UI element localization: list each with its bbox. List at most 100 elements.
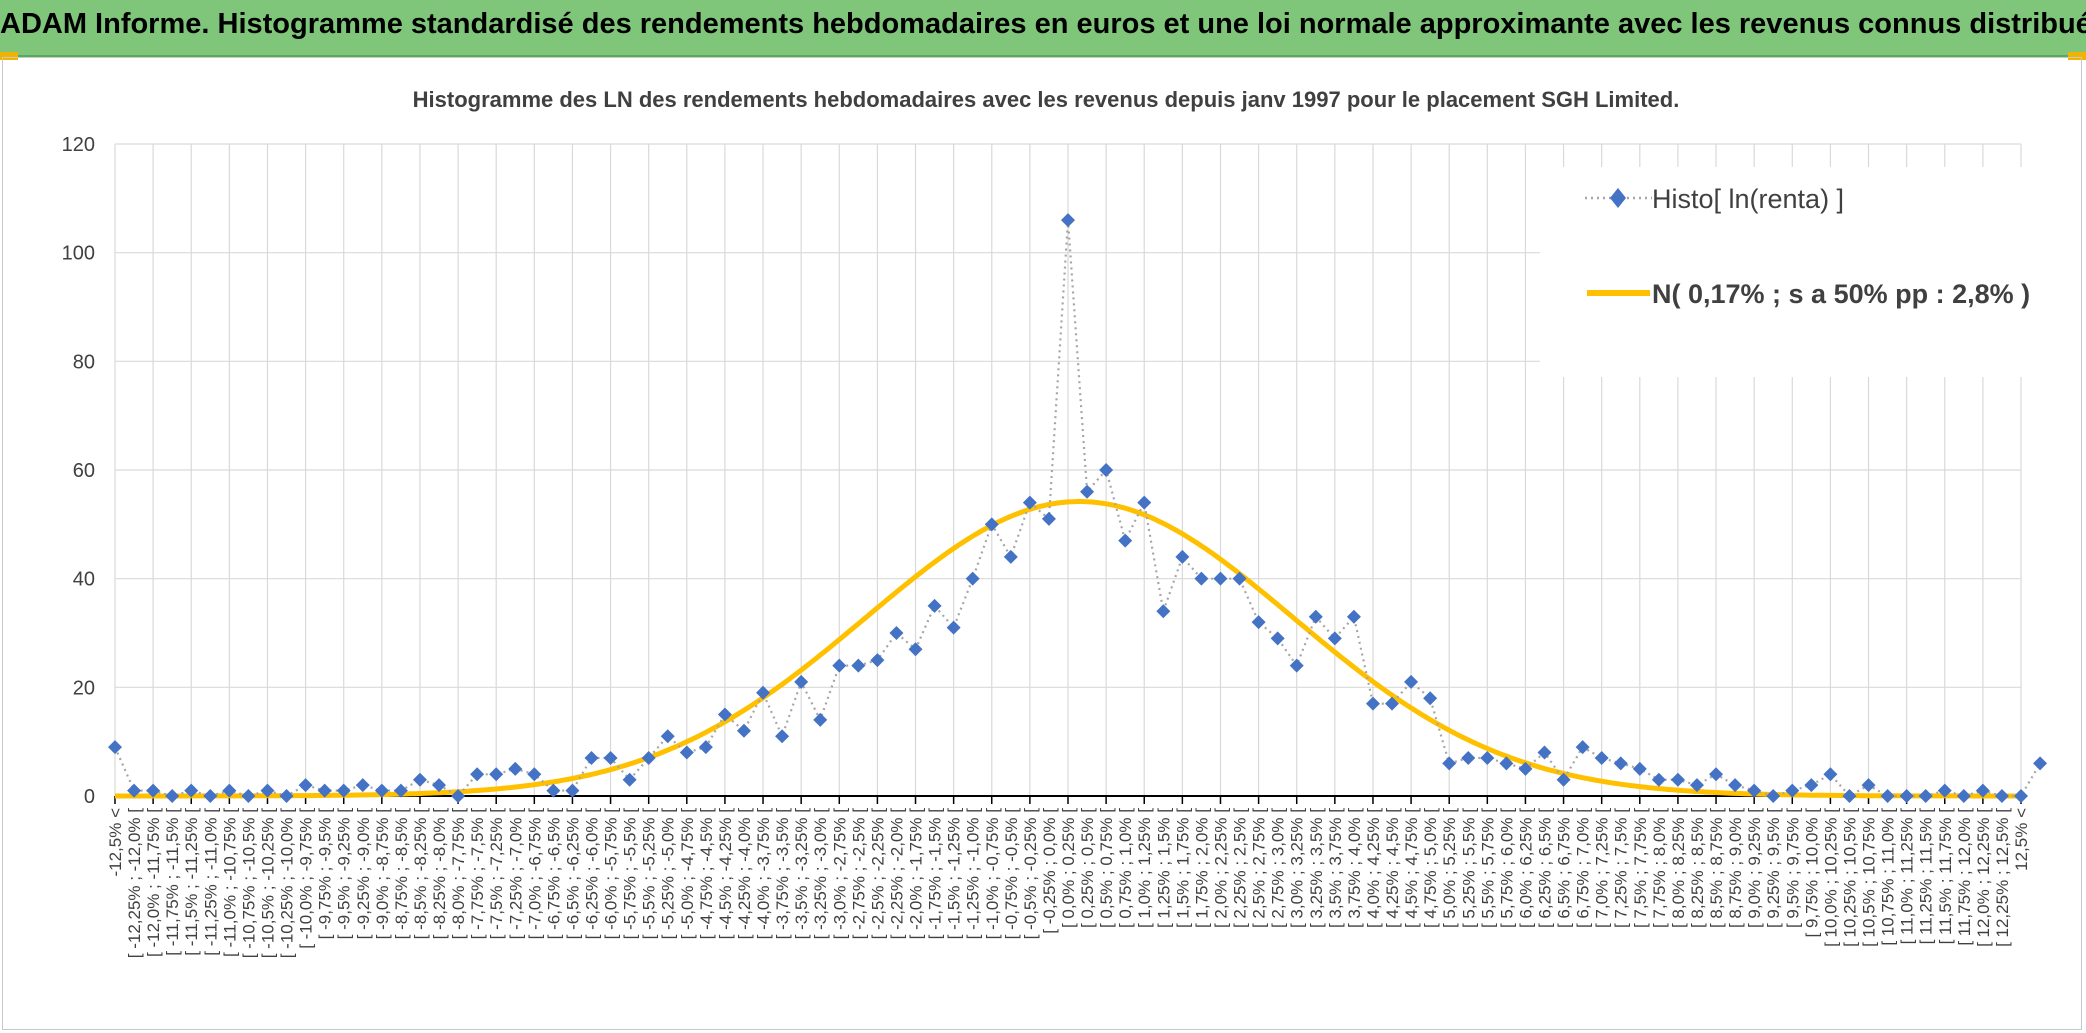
x-tick-label: [ -4,25% ; -4,0% [ — [735, 808, 754, 940]
x-tick-label: [ 7,25% ; 7,5% [ — [1612, 808, 1631, 928]
data-point-marker — [355, 778, 370, 793]
x-tick-label: [ 11,5% ; 11,75% [ — [1936, 808, 1955, 945]
data-point-marker — [1194, 571, 1209, 586]
data-point-marker — [1099, 463, 1114, 477]
data-point-marker — [736, 723, 751, 738]
data-point-marker — [908, 642, 923, 657]
y-tick-label: 60 — [73, 460, 95, 482]
x-tick-label: [ -0,25% ; 0,0% [ — [1040, 808, 1059, 934]
data-point-marker — [165, 789, 180, 803]
data-point-marker — [832, 658, 847, 673]
x-tick-label: [ 9,25% ; 9,5% [ — [1764, 808, 1783, 928]
x-tick-label: [ -10,75% ; -10,5% [ — [239, 808, 258, 959]
x-tick-label: [ -7,25% ; -7,0% [ — [506, 808, 525, 940]
x-tick-label: [ -2,25% ; -2,0% [ — [887, 808, 906, 940]
data-point-marker — [1537, 745, 1552, 760]
data-point-marker — [1956, 789, 1971, 803]
data-point-marker — [775, 729, 790, 744]
data-point-marker — [546, 783, 561, 798]
x-tick-label: [ 3,5% ; 3,75% [ — [1326, 808, 1345, 928]
data-point-marker — [1937, 783, 1952, 798]
x-tick-label: [ 5,75% ; 6,0% [ — [1497, 808, 1516, 928]
data-point-marker — [2014, 789, 2028, 803]
x-tick-label: [ 3,75% ; 4,0% [ — [1345, 808, 1364, 928]
data-point-marker — [1747, 783, 1762, 798]
data-point-marker — [1651, 772, 1666, 787]
data-point-marker — [1346, 609, 1361, 624]
x-tick-label: 12,5% < — [2012, 808, 2031, 871]
x-tick-label: [ 1,75% ; 2,0% [ — [1192, 808, 1211, 928]
data-point-marker — [1327, 631, 1342, 646]
x-tick-label: [ -4,75% ; -4,5% [ — [697, 808, 716, 940]
x-tick-label: [ -3,25% ; -3,0% [ — [811, 808, 830, 940]
x-tick-label: [ -5,75% ; -5,5% [ — [621, 808, 640, 940]
data-point-marker — [984, 517, 999, 532]
x-tick-label: [ 7,5% ; 7,75% [ — [1631, 808, 1650, 928]
chart-area: Histogramme des LN des rendements hebdom… — [62, 87, 2080, 959]
x-tick-label: [ 12,25% ; 12,5% [ — [1993, 808, 2012, 947]
x-tick-label: [ -10,0% ; -9,75% [ — [297, 808, 316, 949]
x-tick-label: [ 1,5% ; 1,75% [ — [1173, 808, 1192, 928]
corner-accent-right — [2068, 52, 2086, 60]
data-point-marker — [1861, 778, 1876, 793]
x-tick-label: [ -2,0% ; -1,75% [ — [907, 808, 926, 940]
legend: Histo[ ln(renta) ] N( 0,17% ; s a 50% pp… — [1540, 167, 2080, 377]
x-tick-label: [ 6,5% ; 6,75% [ — [1555, 808, 1574, 928]
x-tick-label: [ 0,75% ; 1,0% [ — [1116, 808, 1135, 928]
data-point-marker — [1442, 756, 1457, 771]
x-tick-label: [ 2,75% ; 3,0% [ — [1269, 808, 1288, 928]
data-point-marker — [1594, 750, 1609, 765]
x-tick-label: [ 4,25% ; 4,5% [ — [1383, 808, 1402, 928]
data-point-marker — [108, 740, 122, 755]
x-tick-label: [ 5,5% ; 5,75% [ — [1478, 808, 1497, 928]
data-point-marker — [1289, 658, 1304, 673]
data-point-marker — [1899, 789, 1914, 803]
data-point-marker — [393, 783, 408, 798]
data-point-marker — [1061, 213, 1075, 228]
data-point-marker — [2033, 756, 2048, 771]
data-point-marker — [1632, 761, 1647, 776]
x-tick-label: [ -9,0% ; -8,75% [ — [373, 808, 392, 940]
x-tick-label: [ -3,75% ; -3,5% [ — [773, 808, 792, 940]
data-point-marker — [203, 789, 218, 803]
data-point-marker — [851, 658, 866, 673]
x-tick-label: [ -5,0% ; -4,75% [ — [678, 808, 697, 940]
data-point-marker — [1003, 549, 1018, 564]
x-tick-label: [ 0,0% ; 0,25% [ — [1059, 808, 1078, 928]
x-tick-label: [ 4,5% ; 4,75% [ — [1402, 808, 1421, 928]
x-tick-label: [ 10,5% ; 10,75% [ — [1860, 808, 1879, 947]
x-tick-label: [ -2,75% ; -2,5% [ — [849, 808, 868, 940]
x-tick-label: -12,5% < — [106, 808, 125, 877]
data-point-marker — [1251, 615, 1266, 630]
chart-title: Histogramme des LN des rendements hebdom… — [413, 87, 1680, 112]
data-point-marker — [603, 750, 618, 765]
x-tick-label: [ 8,5% ; 8,75% [ — [1707, 808, 1726, 928]
data-point-marker — [927, 598, 942, 613]
data-point-marker — [794, 674, 809, 689]
x-tick-label: [ -11,5% ; -11,25% [ — [182, 808, 201, 956]
x-tick-label: [ 9,75% ; 10,0% [ — [1802, 808, 1821, 938]
data-point-marker — [889, 626, 904, 640]
x-tick-label: [ -8,25% ; -8,0% [ — [430, 808, 449, 940]
data-point-marker — [279, 789, 294, 803]
data-point-marker — [1728, 778, 1743, 793]
data-point-marker — [1689, 778, 1704, 793]
corner-accent-left — [0, 52, 18, 60]
data-point-marker — [1518, 761, 1533, 776]
x-tick-label: [ -1,5% ; -1,25% [ — [945, 808, 964, 940]
x-tick-label: [ -6,25% ; -6,0% [ — [583, 808, 602, 940]
title-banner: ADAM Informe. Histogramme standardisé de… — [0, 0, 2086, 57]
data-point-marker — [756, 685, 771, 700]
data-point-marker — [1613, 756, 1628, 771]
x-tick-label: [ -12,25% ; -12,0% [ — [125, 808, 144, 959]
x-tick-label: [ 2,5% ; 2,75% [ — [1250, 808, 1269, 928]
x-tick-label: [ -8,5% ; -8,25% [ — [411, 808, 430, 940]
data-point-marker — [584, 750, 599, 765]
x-tick-label: [ 11,25% ; 11,5% [ — [1917, 808, 1936, 945]
x-tick-label: [ 11,75% ; 12,0% [ — [1955, 808, 1974, 946]
x-tick-label: [ -7,0% ; -6,75% [ — [525, 808, 544, 940]
y-tick-label: 80 — [73, 351, 95, 373]
x-tick-label: [ -2,5% ; -2,25% [ — [868, 808, 887, 940]
data-point-marker — [374, 783, 389, 798]
x-tick-label: [ -5,5% ; -5,25% [ — [640, 808, 659, 940]
